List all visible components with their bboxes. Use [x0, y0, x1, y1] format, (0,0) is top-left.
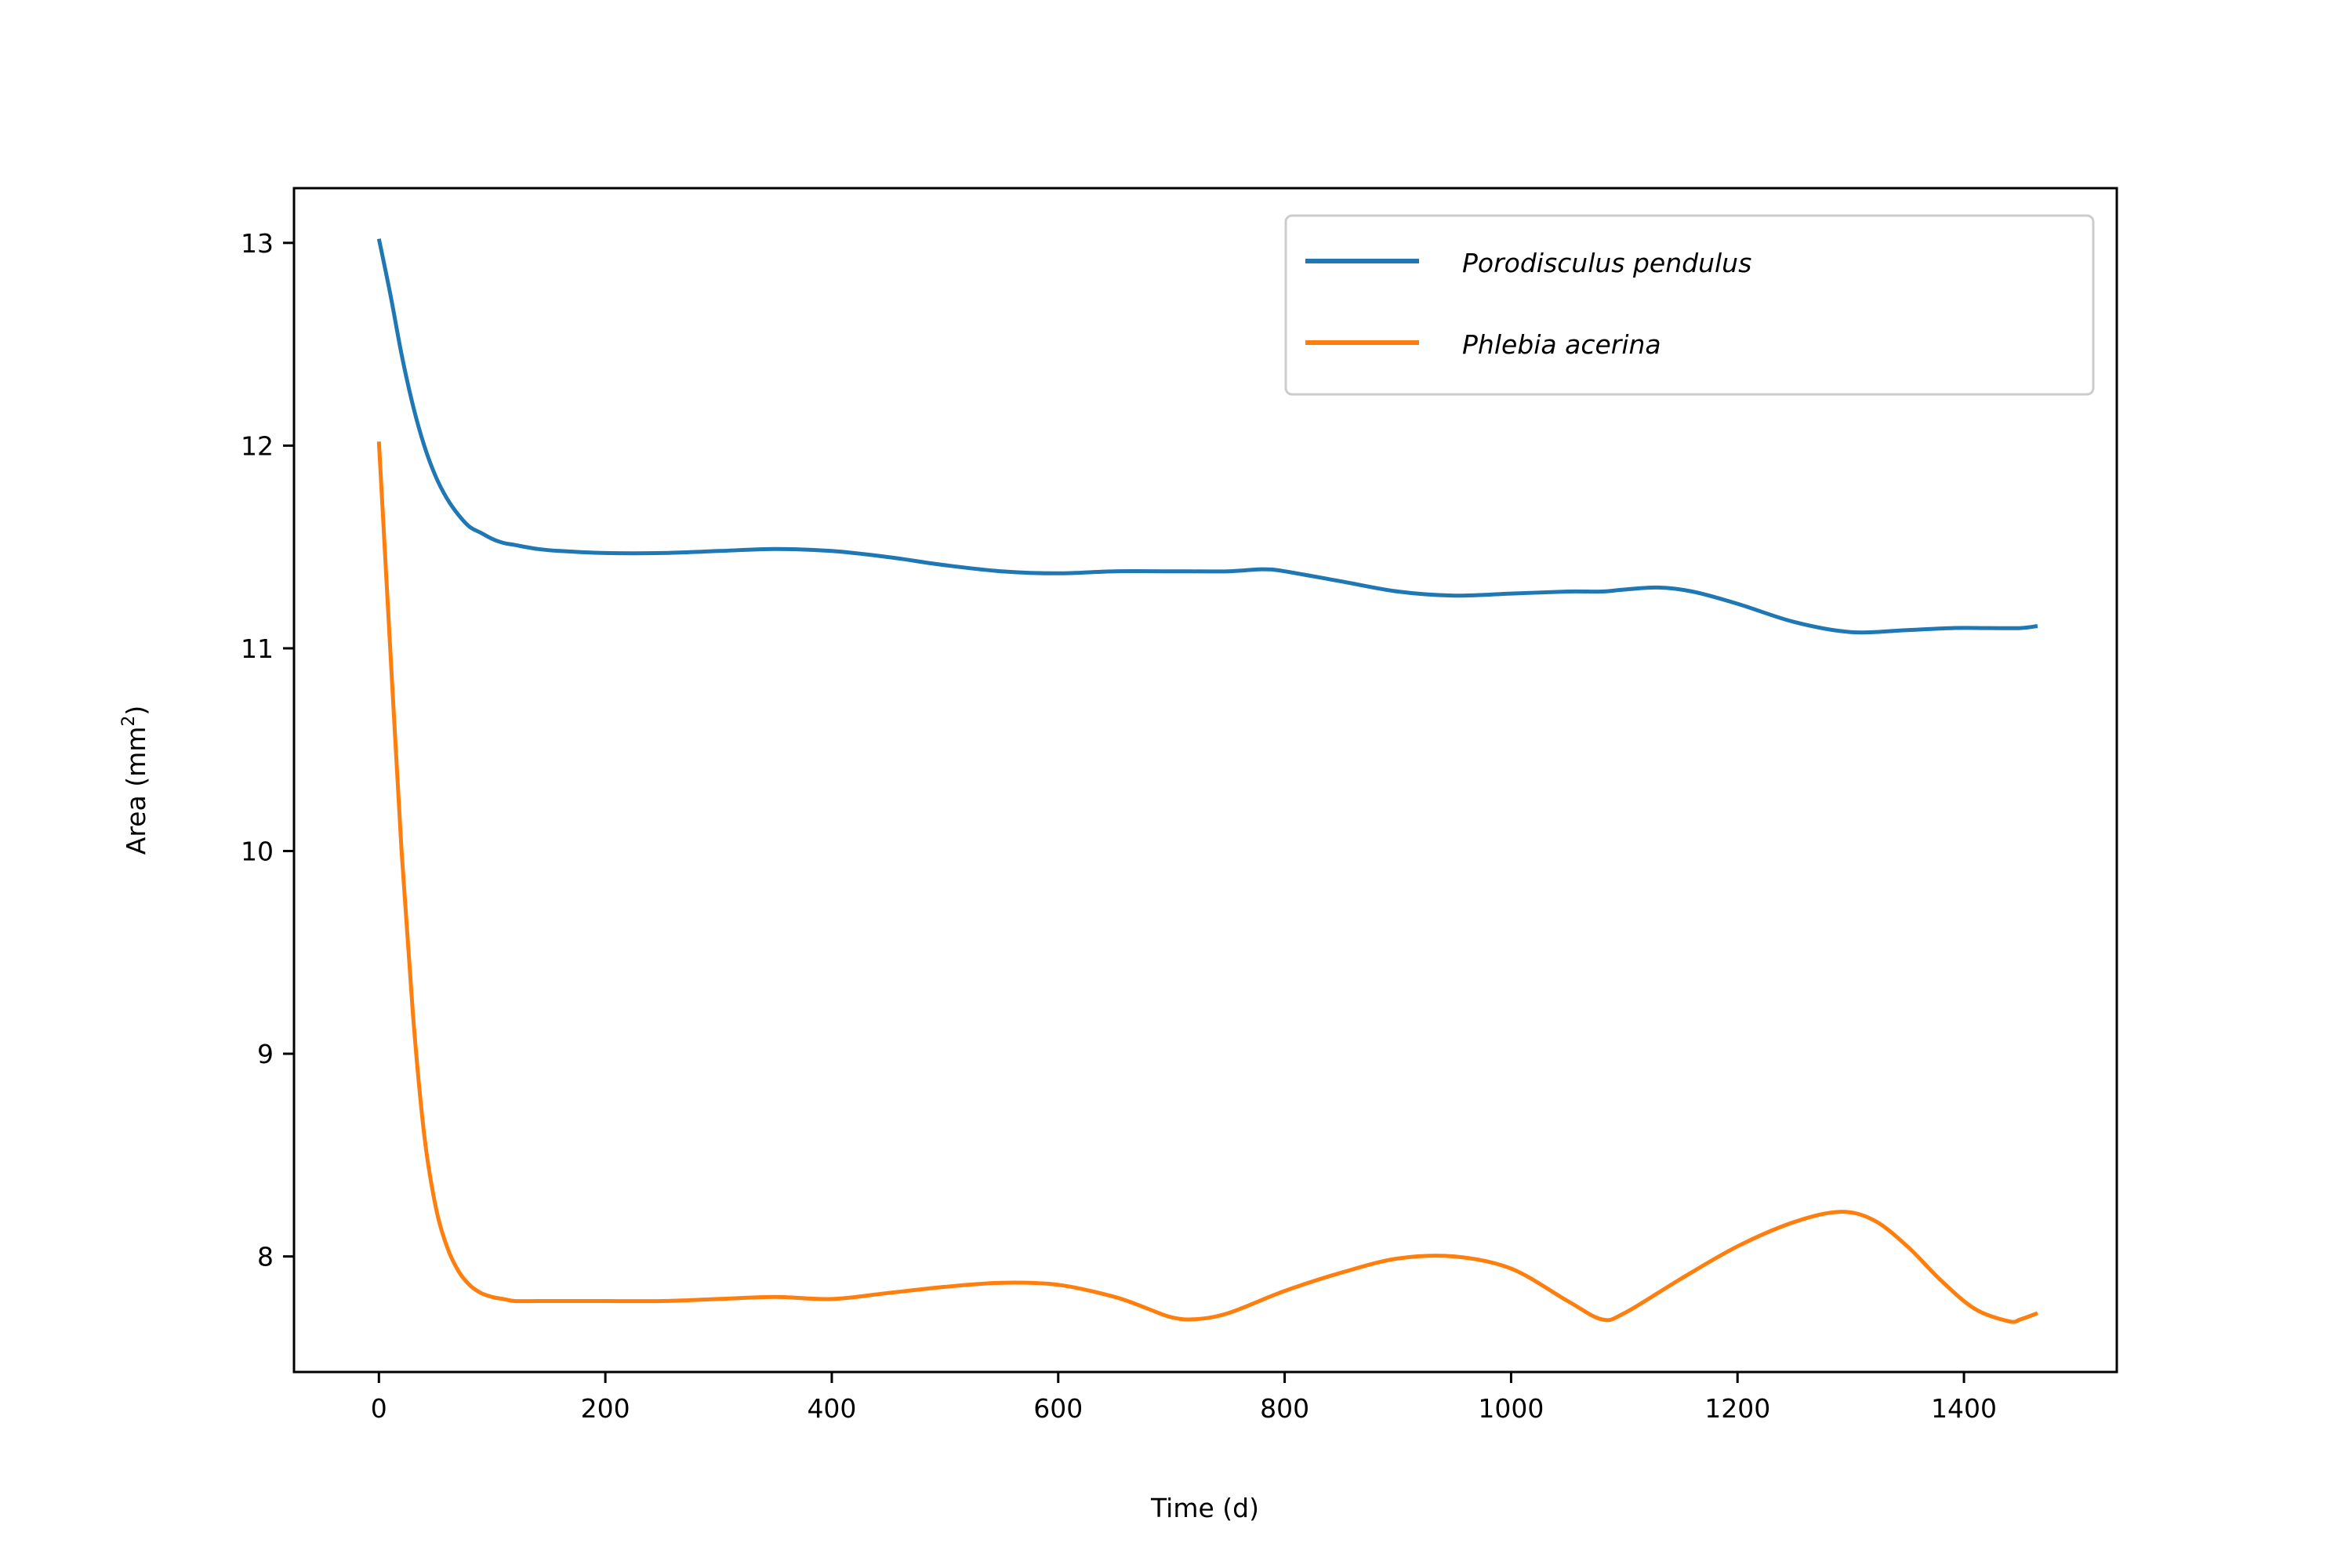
x-tick-label: 600	[1033, 1393, 1083, 1424]
x-tick-label: 400	[807, 1393, 856, 1424]
y-tick-label: 12	[241, 430, 274, 461]
x-tick-label: 0	[371, 1393, 387, 1424]
y-axis-label-close: )	[121, 706, 151, 716]
legend-frame	[1284, 214, 2095, 396]
x-axis-label: Time (d)	[1150, 1493, 1259, 1523]
x-tick-label: 1400	[1931, 1393, 1997, 1424]
legend-label-phlebia: Phlebia acerina	[1462, 329, 1661, 360]
series-line-phlebia	[376, 441, 2038, 1324]
y-axis-label-superscript: 2	[119, 716, 139, 727]
x-axis-ticks: 0 200 400 600 800 1000 1200 1400	[371, 1372, 1997, 1424]
series-line-porodisculus	[376, 238, 2038, 635]
legend-label-porodisculus: Porodisculus pendulus	[1462, 248, 1751, 278]
y-tick-label: 10	[241, 836, 274, 866]
y-axis-label-main: Area (mm	[121, 727, 151, 855]
y-tick-label: 11	[241, 633, 274, 664]
y-axis-label: Area (mm2)	[119, 706, 151, 855]
legend: Porodisculus pendulus Phlebia acerina	[1284, 214, 2095, 396]
y-axis-ticks: 8 9 10 11 12 13	[241, 228, 294, 1272]
x-tick-label: 1200	[1704, 1393, 1770, 1424]
x-tick-label: 800	[1260, 1393, 1309, 1424]
x-tick-label: 1000	[1478, 1393, 1544, 1424]
y-tick-label: 13	[241, 228, 274, 259]
series-lines	[376, 238, 2038, 1324]
y-tick-label: 9	[257, 1039, 274, 1069]
x-tick-label: 200	[581, 1393, 630, 1424]
y-tick-label: 8	[257, 1242, 274, 1272]
